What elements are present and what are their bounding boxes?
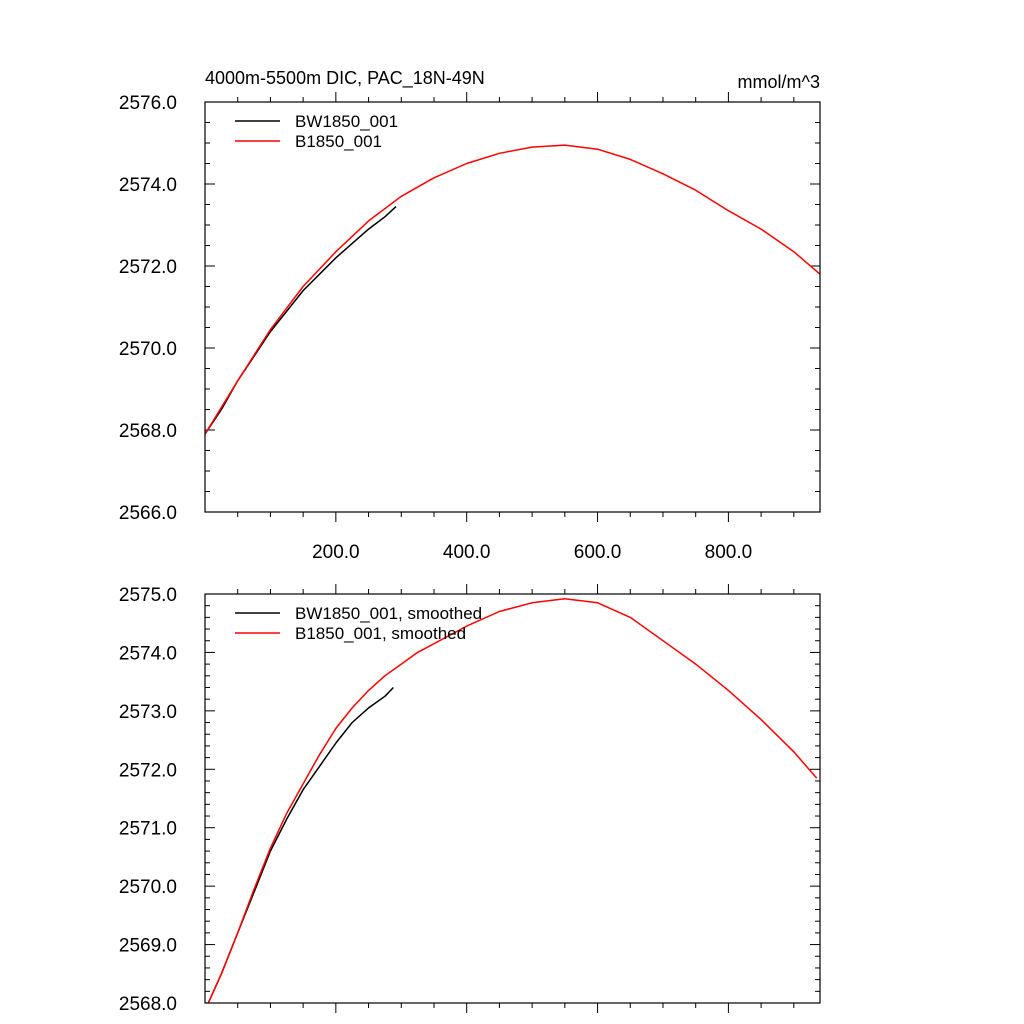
y-tick-label: 2570.0 [119,877,177,898]
legend-label: BW1850_001 [295,112,398,131]
chart-title: 4000m-5500m DIC, PAC_18N-49N [205,68,485,89]
y-tick-label: 2572.0 [119,760,177,781]
y-tick-label: 2576.0 [119,93,177,114]
bottom-axes-ticks: 2568.0 2569.0 2570.0 2571.0 2572.0 2573.0 2574… [119,584,820,1015]
y-tick-label: 2570.0 [119,339,177,360]
top-series-lines [204,144,821,435]
y-tick-label: 2568.0 [119,421,177,442]
y-tick-label: 2574.0 [119,175,177,196]
bottom-series-lines [207,597,818,1004]
y-tick-label: 2572.0 [119,257,177,278]
series-line-2 [204,144,821,435]
legend-label: BW1850_001, smoothed [295,604,482,623]
legend-label: B1850_001 [295,132,382,151]
bottom-plot-frame [204,593,821,1004]
top-plot-frame [204,101,821,513]
series-line-2 [207,597,818,1004]
y-tick-label: 2568.0 [119,994,177,1015]
legend-label: B1850_001, smoothed [295,624,466,643]
series-line-1 [207,686,394,1004]
top-panel: 4000m-5500m DIC, PAC_18N-49N mmol/m^3 25… [119,68,821,563]
x-tick-label: 200.0 [312,542,360,563]
y-tick-label: 2574.0 [119,643,177,664]
units-label: mmol/m^3 [738,72,820,92]
y-tick-label: 2571.0 [119,819,177,840]
series-line-1 [204,206,397,435]
x-tick-label: 800.0 [705,542,753,563]
bottom-panel: 2568.0 2569.0 2570.0 2571.0 2572.0 2573.0 2574… [119,584,821,1015]
x-tick-label: 600.0 [574,542,622,563]
y-tick-label: 2566.0 [119,503,177,524]
y-tick-label: 2575.0 [119,585,177,606]
top-axes-ticks: 2566.0 2568.0 2570.0 2572.0 2574.0 2576.0 200.… [119,92,820,563]
y-tick-label: 2569.0 [119,936,177,957]
y-tick-label: 2573.0 [119,702,177,723]
x-tick-label: 400.0 [443,542,491,563]
